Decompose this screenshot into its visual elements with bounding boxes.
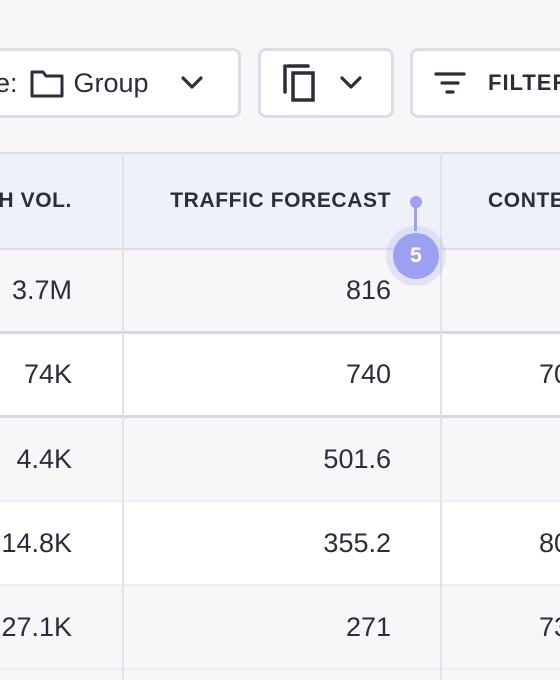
resize-handle-line [414,201,417,231]
table-row[interactable]: 74K 740 70 [0,334,560,418]
column-header-traffic-forecast[interactable]: TRAFFIC FORECAST [124,154,391,248]
table-row[interactable]: 3.7M 816 [0,250,560,334]
search-volume-cell: 74K [23,359,72,389]
table-row[interactable]: 27.1K 271 73 [0,586,560,670]
column-header-label: H VOL. [0,189,72,212]
search-volume-cell: 3.7M [11,275,72,305]
traffic-forecast-cell: 501.6 [323,443,391,474]
table-row[interactable]: 4.4K 501.6 [0,418,560,502]
content-cell [539,250,560,331]
traffic-forecast-cell: 740 [345,359,391,389]
filter-label: FILTER [488,70,560,95]
filter-button[interactable]: FILTER [410,48,560,118]
chevron-down-icon [180,76,203,90]
table-header: H VOL. TRAFFIC FORECAST CONTE [0,152,560,250]
group-by-value: Group [73,67,149,98]
keywords-table: H VOL. TRAFFIC FORECAST CONTE 3.7M 816 74K… [0,152,560,680]
step-number: 5 [393,233,439,279]
content-cell: 73 [539,611,560,642]
group-by-select[interactable]: e: Group [0,48,241,118]
column-header-label: CONTE [488,189,560,212]
folder-icon [30,68,64,98]
search-volume-cell: 27.1K [1,611,72,642]
traffic-forecast-cell: 355.2 [323,527,391,558]
column-header-search-volume[interactable]: H VOL. [0,154,72,248]
search-volume-cell: 4.4K [16,443,72,474]
copy-icon [282,64,316,102]
column-divider[interactable] [440,152,442,680]
column-divider [122,152,124,680]
chevron-down-icon [340,76,362,90]
content-cell: 80 [539,527,560,558]
toolbar: e: Group [0,0,560,152]
column-header-label: TRAFFIC FORECAST [170,189,391,212]
copy-menu-button[interactable] [258,48,394,118]
group-by-prefix: e: [0,67,18,98]
column-header-content[interactable]: CONTE [488,154,560,248]
content-cell: 70 [539,359,560,389]
search-volume-cell: 14.8K [1,527,72,558]
filter-icon [434,71,466,95]
traffic-forecast-cell: 816 [345,275,391,305]
table-row[interactable]: 14.8K 355.2 80 [0,502,560,586]
step-marker: 5 [386,226,446,286]
traffic-forecast-cell: 271 [345,611,391,642]
content-cell [539,418,560,500]
